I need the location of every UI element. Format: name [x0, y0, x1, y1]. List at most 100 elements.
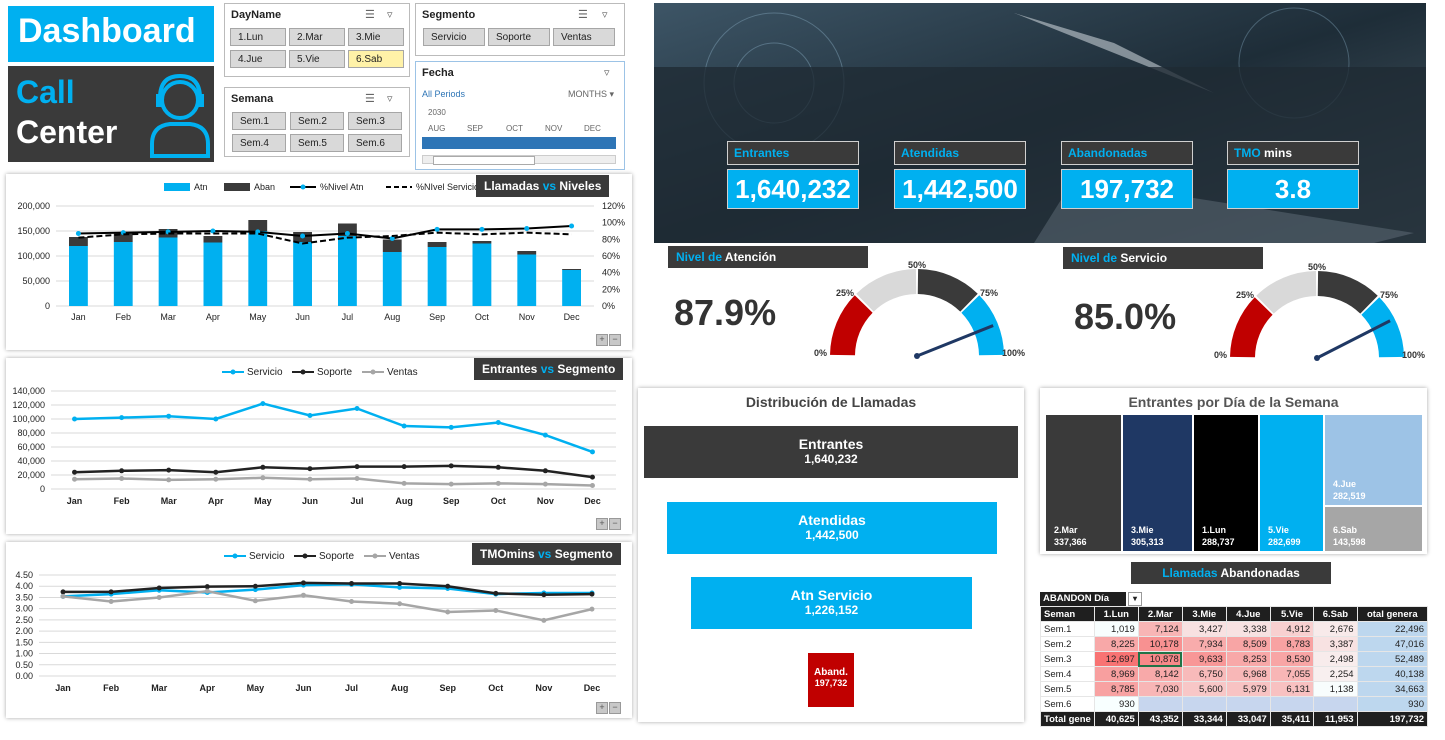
point-ventas: [589, 606, 595, 612]
x-tick-label: Jan: [55, 683, 71, 693]
scrollbar-thumb[interactable]: [433, 156, 535, 165]
point-ventas: [445, 609, 451, 615]
bar-aban: [427, 242, 447, 247]
pivot-cell[interactable]: 52,489: [1356, 651, 1429, 667]
slicer-day-6-sab[interactable]: 6.Sab: [348, 50, 404, 68]
pivot-cell[interactable]: 8,969: [1093, 666, 1139, 682]
x-tick-label: Aug: [384, 312, 400, 322]
slicer-week-sem-2[interactable]: Sem.2: [290, 112, 344, 130]
slicer-week-sem-5[interactable]: Sem.5: [290, 134, 344, 152]
pivot-cell[interactable]: 6,131: [1269, 681, 1315, 697]
timeline-month-nov[interactable]: NOV: [545, 124, 563, 133]
pivot-cell[interactable]: 930: [1356, 696, 1429, 712]
clear-filter-icon[interactable]: ▿: [602, 9, 608, 21]
pivot-cell[interactable]: [1181, 696, 1227, 712]
pivot-cell[interactable]: 12,697: [1093, 651, 1139, 667]
pivot-cell[interactable]: 10,878: [1137, 651, 1183, 667]
pivot-cell[interactable]: 40,138: [1356, 666, 1429, 682]
zoom-out-button[interactable]: −: [609, 702, 621, 714]
x-tick-label: Feb: [103, 683, 120, 693]
timeline-month-oct[interactable]: OCT: [506, 124, 523, 133]
pivot-cell[interactable]: 930: [1093, 696, 1139, 712]
slicer-day-2-mar[interactable]: 2.Mar: [289, 28, 345, 46]
multiselect-icon[interactable]: ☰: [365, 9, 375, 21]
y-tick-label: 0.00: [15, 671, 33, 681]
pivot-title[interactable]: ABANDON Día ▾: [1040, 592, 1428, 606]
pivot-cell[interactable]: 8,509: [1225, 636, 1271, 652]
timeline-scrollbar[interactable]: [422, 155, 616, 165]
zoom-out-button[interactable]: −: [609, 334, 621, 346]
pivot-cell[interactable]: 1,138: [1313, 681, 1358, 697]
slicer-week-sem-1[interactable]: Sem.1: [232, 112, 286, 130]
pivot-cell[interactable]: 6,750: [1181, 666, 1227, 682]
pivot-cell[interactable]: 6,968: [1225, 666, 1271, 682]
time-level-dropdown[interactable]: MONTHS ▾: [568, 89, 615, 99]
pivot-cell[interactable]: 8,142: [1137, 666, 1183, 682]
slicer-day-3-mie[interactable]: 3.Mie: [348, 28, 404, 46]
pivot-cell[interactable]: 10,178: [1137, 636, 1183, 652]
y-tick-label: 100,000: [17, 251, 50, 261]
timeline-month-dec[interactable]: DEC: [584, 124, 601, 133]
pivot-cell[interactable]: 5,600: [1181, 681, 1227, 697]
pivot-cell[interactable]: 2,676: [1313, 621, 1358, 637]
treemap-label: 6.Sab: [1333, 525, 1358, 535]
zoom-in-button[interactable]: +: [596, 334, 608, 346]
point-servicio: [354, 406, 360, 411]
pivot-cell[interactable]: 8,785: [1093, 681, 1139, 697]
clear-filter-icon[interactable]: ▿: [387, 9, 393, 21]
timeline-bar[interactable]: [422, 137, 616, 149]
zoom-in-button[interactable]: +: [596, 518, 608, 530]
pivot-cell[interactable]: 8,783: [1269, 636, 1315, 652]
timeline-month-aug[interactable]: AUG: [428, 124, 446, 133]
pivot-cell[interactable]: 4,912: [1269, 621, 1315, 637]
slicer-segment-soporte[interactable]: Soporte: [488, 28, 550, 46]
clear-filter-icon[interactable]: ▿: [387, 93, 393, 105]
point-ventas: [401, 480, 407, 486]
pivot-cell[interactable]: 47,016: [1356, 636, 1429, 652]
pivot-cell[interactable]: [1313, 696, 1358, 712]
kpi-label-atendidas: Atendidas: [894, 141, 1026, 165]
point-ventas: [213, 476, 219, 482]
multiselect-icon[interactable]: ☰: [578, 9, 588, 21]
filter-dropdown-icon[interactable]: ▾: [1128, 592, 1142, 606]
pivot-cell[interactable]: 1,019: [1093, 621, 1139, 637]
pivot-cell[interactable]: 8,225: [1093, 636, 1139, 652]
pivot-cell[interactable]: 3,387: [1313, 636, 1358, 652]
pivot-cell[interactable]: 3,338: [1225, 621, 1271, 637]
slicer-day-5-vie[interactable]: 5.Vie: [289, 50, 345, 68]
zoom-out-button[interactable]: −: [609, 518, 621, 530]
slicer-day-4-jue[interactable]: 4.Jue: [230, 50, 286, 68]
pivot-cell[interactable]: [1137, 696, 1183, 712]
pivot-cell[interactable]: 8,530: [1269, 651, 1315, 667]
pivot-cell[interactable]: 2,498: [1313, 651, 1358, 667]
zoom-in-button[interactable]: +: [596, 702, 608, 714]
pivot-cell[interactable]: 5,979: [1225, 681, 1271, 697]
slicer-week-sem-6[interactable]: Sem.6: [348, 134, 402, 152]
multiselect-icon[interactable]: ☰: [365, 93, 375, 105]
point-servicio: [260, 401, 266, 407]
pivot-cell[interactable]: 8,253: [1225, 651, 1271, 667]
pivot-cell[interactable]: 7,934: [1181, 636, 1227, 652]
pivot-cell[interactable]: 22,496: [1356, 621, 1429, 637]
funnel-label: Entrantes: [798, 436, 864, 452]
slicer-week-sem-3[interactable]: Sem.3: [348, 112, 402, 130]
bar-aban: [248, 220, 268, 231]
slicer-day-1-lun[interactable]: 1.Lun: [230, 28, 286, 46]
slicer-segment-servicio[interactable]: Servicio: [423, 28, 485, 46]
pivot-cell[interactable]: 7,055: [1269, 666, 1315, 682]
pivot-cell[interactable]: 7,124: [1137, 621, 1183, 637]
pivot-row-label: Sem.1: [1040, 621, 1095, 637]
slicer-segment-ventas[interactable]: Ventas: [553, 28, 615, 46]
point-ventas: [260, 475, 266, 481]
pivot-cell[interactable]: [1269, 696, 1315, 712]
pivot-cell[interactable]: 9,633: [1181, 651, 1227, 667]
clear-filter-icon[interactable]: ▿: [604, 67, 610, 79]
timeline-month-sep[interactable]: SEP: [467, 124, 484, 133]
slicer-week-sem-4[interactable]: Sem.4: [232, 134, 286, 152]
pivot-row-header[interactable]: Seman: [1040, 606, 1095, 622]
pivot-cell[interactable]: 7,030: [1137, 681, 1183, 697]
pivot-cell[interactable]: [1225, 696, 1271, 712]
pivot-cell[interactable]: 34,663: [1356, 681, 1429, 697]
pivot-cell[interactable]: 3,427: [1181, 621, 1227, 637]
pivot-cell[interactable]: 2,254: [1313, 666, 1358, 682]
